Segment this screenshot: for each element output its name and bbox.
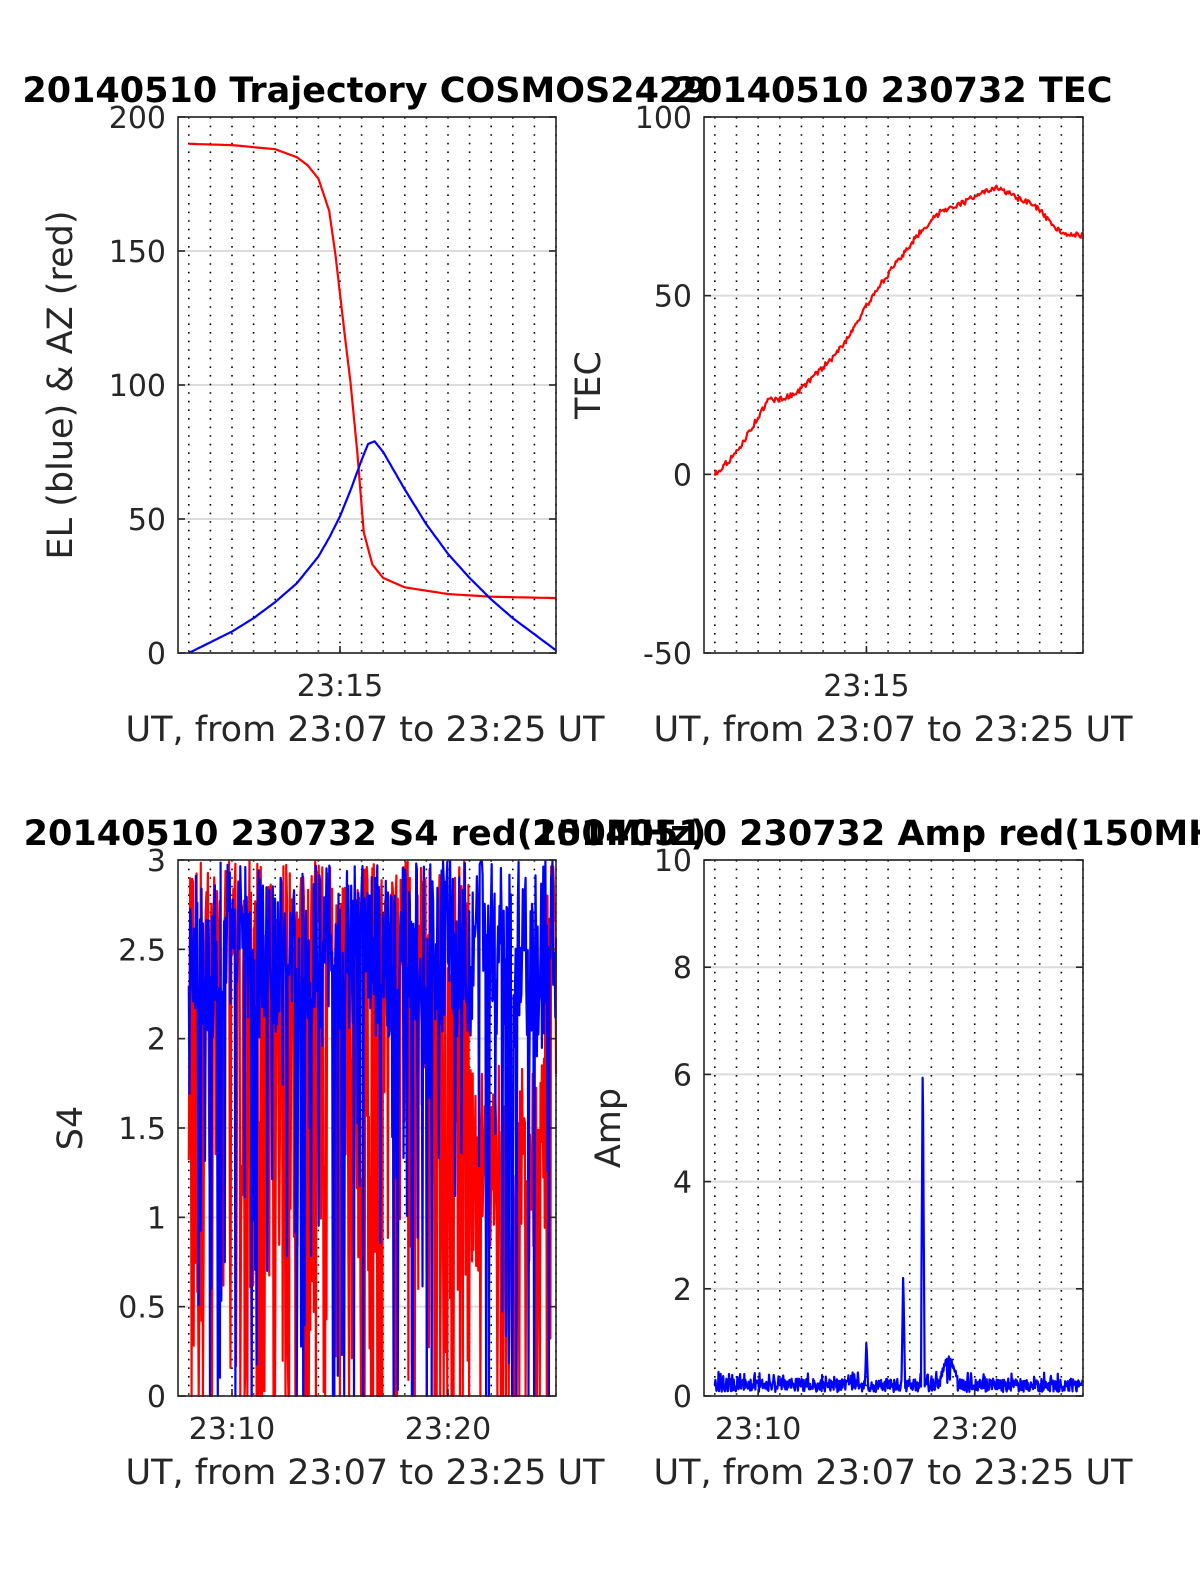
y-tick-label: 8 (673, 951, 692, 986)
y-tick-label: 0 (673, 458, 692, 493)
y-tick-label: 150 (109, 235, 166, 270)
series-line (188, 440, 557, 654)
y-tick-label: 0 (673, 1380, 692, 1415)
y-tick-label: 4 (673, 1166, 692, 1201)
x-tick-label: 23:20 (405, 1412, 491, 1447)
axes-box (703, 859, 1084, 1397)
panel-tec: -50 0 50 100 23:15 20140510 230732 TEC UT, fro… (569, 71, 1133, 750)
x-tick-label: 23:20 (931, 1412, 1017, 1447)
panel-trajectory: 0 50 100 150 200 23:15 20140510 Trajectory COS… (22, 71, 707, 750)
axes-box (703, 116, 1084, 654)
y-tick-label: 50 (654, 280, 692, 315)
y-tick-label: 3 (147, 844, 166, 879)
x-axis-label: UT, from 23:07 to 23:25 UT (653, 1453, 1133, 1493)
y-tick-label: 100 (635, 101, 692, 136)
x-axis-label: UT, from 23:07 to 23:25 UT (653, 710, 1133, 750)
y-tick-label: 100 (109, 369, 166, 404)
series-line (187, 859, 558, 1398)
y-axis-label: Amp (589, 1088, 629, 1168)
y-tick-label: 1.5 (118, 1112, 166, 1147)
y-tick-label: 0 (147, 637, 166, 672)
y-tick-label: 2.5 (118, 933, 166, 968)
y-axis-label: S4 (51, 1106, 91, 1151)
panel-amp: 0 2 4 6 8 10 23:10 23:20 20140510 230732 Amp red… (532, 814, 1200, 1493)
series-line (713, 1076, 1085, 1394)
y-tick-label: 1 (147, 1201, 166, 1236)
y-tick-label: 0.5 (118, 1291, 166, 1326)
y-tick-label: 2 (673, 1273, 692, 1308)
y-tick-label: 2 (147, 1023, 166, 1058)
series-line (187, 859, 558, 1398)
y-axis-label: TEC (569, 351, 609, 420)
x-axis-label: UT, from 23:07 to 23:25 UT (125, 1453, 605, 1493)
x-axis-label: UT, from 23:07 to 23:25 UT (125, 710, 605, 750)
y-tick-label: 50 (128, 503, 166, 538)
y-tick-label: 200 (109, 101, 166, 136)
chart-title: 20140510 230732 TEC (674, 71, 1113, 111)
series-line (188, 142, 557, 600)
x-tick-label: 23:15 (823, 669, 909, 704)
y-tick-label: -50 (643, 637, 692, 672)
x-tick-label: 23:15 (297, 669, 383, 704)
chart-title: 20140510 Trajectory COSMOS2429 (22, 71, 707, 111)
y-axis-label: EL (blue) & AZ (red) (41, 211, 81, 560)
panel-s4: 0 0.5 1 1.5 2 2.5 3 23:10 23:20 20140510 230732 S… (24, 814, 707, 1493)
x-tick-label: 23:10 (715, 1412, 801, 1447)
chart-title: 20140510 230732 Amp red(150MHz) (532, 814, 1200, 854)
y-tick-label: 10 (654, 844, 692, 879)
y-tick-label: 6 (673, 1058, 692, 1093)
x-tick-label: 23:10 (189, 1412, 275, 1447)
series-line (713, 184, 1084, 477)
y-tick-label: 0 (147, 1380, 166, 1415)
chart-title: 20140510 230732 S4 red(150MHz) (24, 814, 707, 854)
